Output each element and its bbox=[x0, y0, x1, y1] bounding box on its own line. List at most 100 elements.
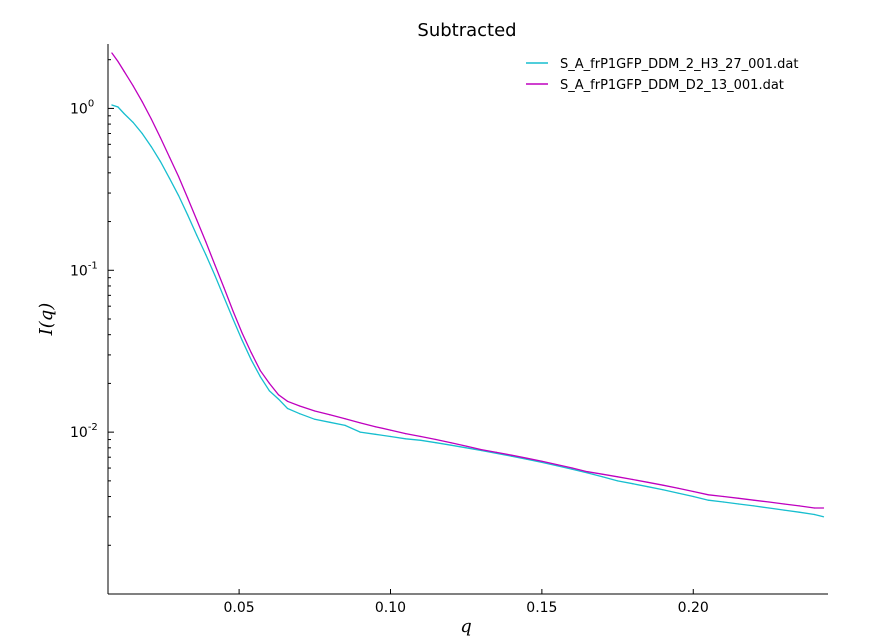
series-1-point bbox=[677, 487, 679, 489]
y-tick-base-2: 10 bbox=[70, 425, 88, 441]
series-1-point bbox=[405, 433, 407, 435]
y-tick-label-1: 10-1 bbox=[70, 260, 98, 279]
series-0-point bbox=[277, 398, 280, 400]
series-0-point bbox=[450, 444, 452, 446]
series-1-point bbox=[123, 70, 125, 72]
series-1-point bbox=[177, 175, 180, 177]
series-0-point bbox=[556, 465, 558, 467]
series-0-point bbox=[822, 516, 825, 518]
series-1-point bbox=[389, 429, 392, 431]
series-lines bbox=[111, 52, 825, 518]
series-0-point bbox=[753, 505, 755, 507]
y-tick-exp-1: -1 bbox=[88, 260, 98, 271]
series-1-point bbox=[822, 507, 825, 509]
series-0-point bbox=[241, 339, 243, 341]
series-1-point bbox=[813, 507, 816, 509]
series-1-point bbox=[692, 490, 694, 493]
plot-frame bbox=[108, 44, 828, 594]
series-1-point bbox=[241, 332, 243, 334]
series-1-point bbox=[511, 454, 513, 456]
series-0-point bbox=[150, 146, 152, 148]
series-0-point bbox=[214, 274, 216, 276]
series-0-point bbox=[738, 503, 740, 505]
series-0-point bbox=[435, 442, 437, 444]
series-1-point bbox=[586, 471, 588, 473]
series-0-point bbox=[268, 390, 270, 392]
series-0-point bbox=[299, 413, 301, 415]
series-1-point bbox=[344, 418, 346, 420]
series-0-point bbox=[259, 376, 261, 378]
chart-title: Subtracted bbox=[417, 20, 516, 41]
series-1-point bbox=[753, 499, 755, 501]
series-1-point bbox=[150, 118, 152, 120]
series-0-point bbox=[314, 418, 316, 420]
series-0-point bbox=[586, 472, 588, 474]
series-0-point bbox=[117, 106, 119, 108]
series-0-point bbox=[677, 492, 679, 494]
series-1-point bbox=[601, 473, 604, 475]
series-1-point bbox=[783, 503, 785, 505]
series-1-point bbox=[465, 445, 467, 447]
y-tick-label-0: 100 bbox=[70, 98, 94, 117]
series-1-point bbox=[259, 370, 261, 372]
series-1-point bbox=[420, 435, 422, 438]
y-tick-base-1: 10 bbox=[70, 263, 88, 279]
series-1-point bbox=[374, 426, 376, 428]
series-1-point bbox=[168, 156, 171, 158]
series-0-point bbox=[405, 438, 407, 440]
series-0-point bbox=[465, 447, 467, 449]
series-1-point bbox=[556, 464, 558, 466]
series-0-point bbox=[374, 433, 376, 435]
series-1-point bbox=[647, 481, 649, 483]
series-1-point bbox=[738, 497, 740, 499]
series-1-point bbox=[277, 394, 280, 396]
legend: S_A_frP1GFP_DDM_2_H3_27_001.dat S_A_frP1G… bbox=[526, 57, 798, 93]
series-1-point bbox=[617, 476, 619, 478]
x-ticks: 0.05 0.10 0.15 0.20 bbox=[224, 589, 709, 616]
series-1-point bbox=[329, 414, 331, 416]
series-1-point bbox=[435, 438, 437, 441]
series-0-point bbox=[359, 431, 361, 433]
series-0-point bbox=[692, 495, 694, 498]
series-0-point bbox=[123, 112, 125, 115]
series-0-point bbox=[232, 318, 234, 320]
y-tick-base-0: 10 bbox=[70, 101, 88, 117]
y-tick-exp-0: 0 bbox=[88, 98, 94, 109]
series-0-point bbox=[187, 214, 189, 216]
series-0-point bbox=[205, 254, 207, 256]
series-1-point bbox=[214, 264, 216, 266]
series-1-point bbox=[250, 352, 252, 354]
series-1-point bbox=[232, 310, 234, 312]
series-1-point bbox=[268, 382, 270, 384]
series-0-point bbox=[722, 501, 725, 503]
series-0-point bbox=[707, 499, 710, 501]
legend-label-0: S_A_frP1GFP_DDM_2_H3_27_001.dat bbox=[560, 57, 798, 72]
series-0-point bbox=[196, 234, 198, 236]
series-1-point bbox=[722, 495, 725, 498]
series-1-point bbox=[196, 219, 198, 221]
series-1-point bbox=[205, 241, 207, 243]
series-0-point bbox=[223, 296, 225, 298]
series-0-point bbox=[768, 507, 770, 509]
series-1-point bbox=[187, 197, 189, 199]
series-0-point bbox=[601, 476, 604, 478]
series-1-point bbox=[141, 101, 143, 103]
series-0-point bbox=[141, 132, 143, 135]
series-0-point bbox=[159, 160, 161, 163]
series-0-point bbox=[250, 359, 252, 361]
series-1-point bbox=[707, 494, 710, 496]
y-tick-label-2: 10-2 bbox=[70, 422, 98, 441]
series-0-point bbox=[647, 486, 649, 488]
series-0-point bbox=[617, 480, 619, 482]
x-tick-label-1: 0.10 bbox=[375, 600, 406, 616]
series-1-point bbox=[450, 442, 452, 444]
series-1-point bbox=[768, 501, 770, 503]
series-0-point bbox=[541, 461, 543, 463]
series-0-point bbox=[389, 435, 392, 438]
series-line-0 bbox=[111, 104, 824, 518]
series-0-point bbox=[783, 509, 785, 511]
series-0-point bbox=[286, 407, 289, 410]
series-1-point bbox=[571, 467, 573, 469]
series-0-point bbox=[813, 513, 816, 516]
